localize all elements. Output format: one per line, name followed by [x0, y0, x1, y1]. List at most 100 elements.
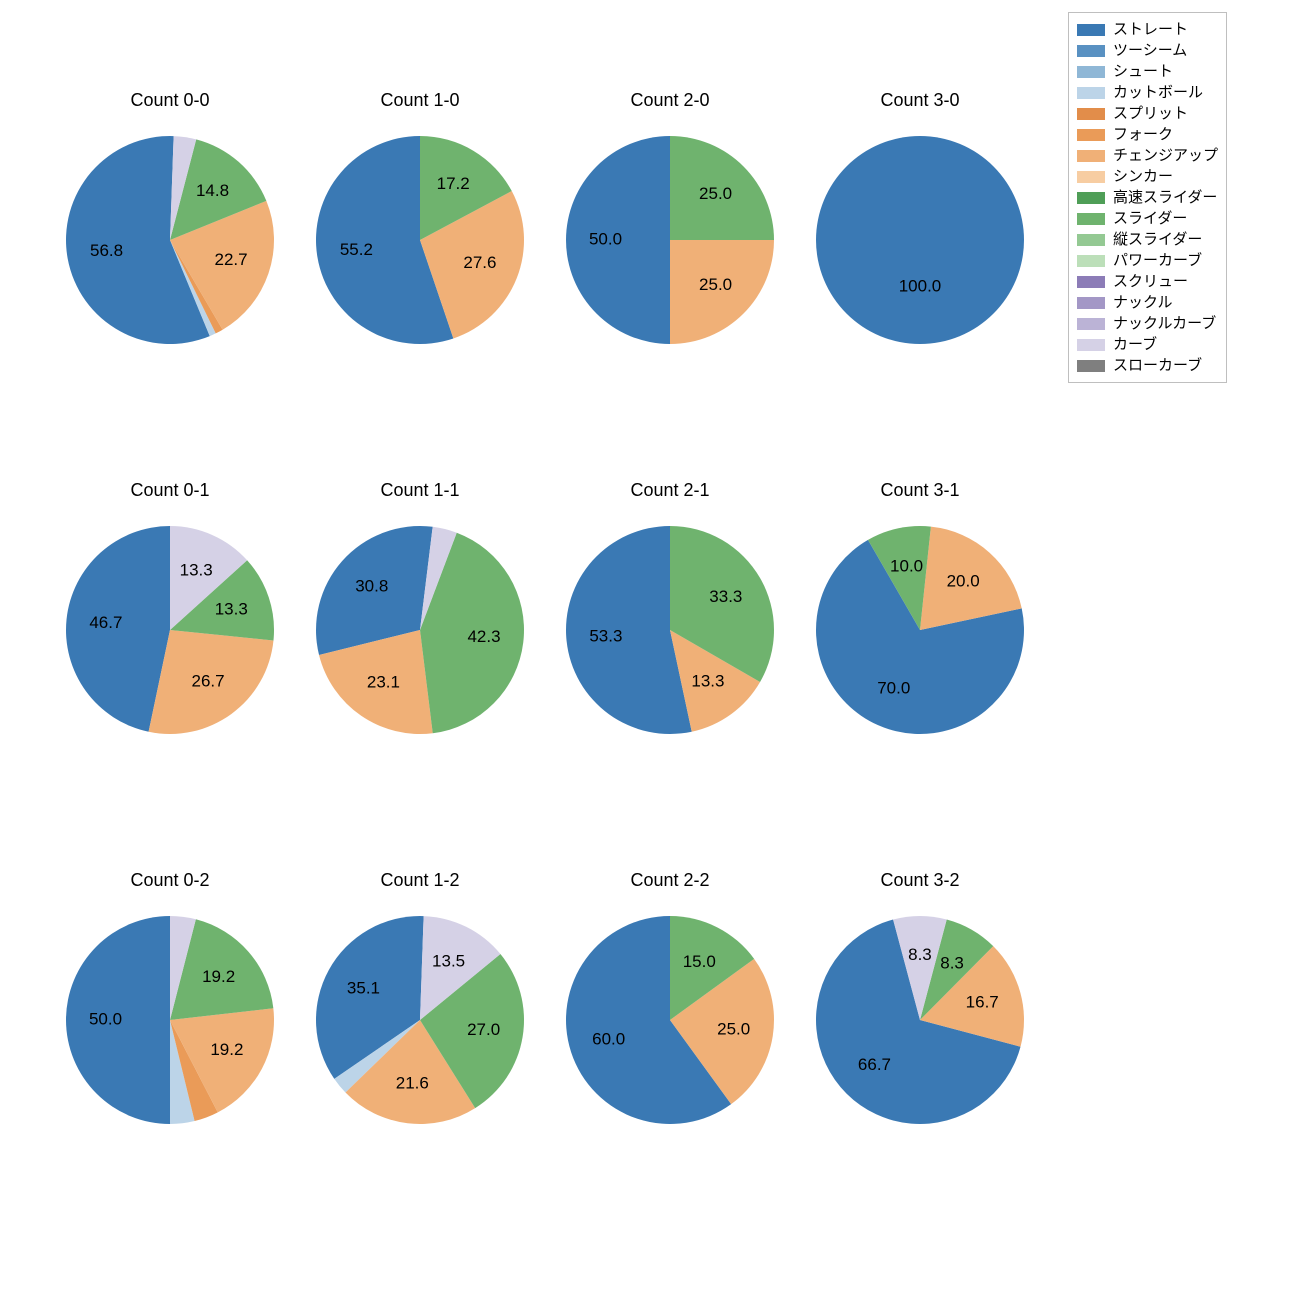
legend-item: スライダー: [1077, 208, 1218, 229]
legend-label: シンカー: [1113, 166, 1173, 187]
pie-title: Count 3-0: [880, 90, 959, 111]
legend-swatch: [1077, 171, 1105, 183]
legend-label: パワーカーブ: [1113, 250, 1202, 271]
slice-label: 23.1: [367, 673, 400, 692]
pie-title: Count 2-1: [630, 480, 709, 501]
slice-label: 26.7: [192, 672, 225, 691]
slice-label: 60.0: [592, 1029, 625, 1048]
slice-label: 27.6: [463, 253, 496, 272]
pie-title: Count 1-1: [380, 480, 459, 501]
legend-swatch: [1077, 87, 1105, 99]
slice-label: 20.0: [947, 572, 980, 591]
legend-item: カーブ: [1077, 334, 1218, 355]
legend-swatch: [1077, 150, 1105, 162]
legend-item: フォーク: [1077, 124, 1218, 145]
pie-chart: 53.3 13.3 33.3: [546, 506, 794, 754]
legend-swatch: [1077, 297, 1105, 309]
legend-swatch: [1077, 360, 1105, 372]
pie-title: Count 3-1: [880, 480, 959, 501]
legend-item: ツーシーム: [1077, 40, 1218, 61]
legend-label: 高速スライダー: [1113, 187, 1217, 208]
legend-item: スクリュー: [1077, 271, 1218, 292]
slice-label: 19.2: [210, 1040, 243, 1059]
pie-chart: 60.025.015.0: [546, 896, 794, 1144]
slice-label: 35.1: [347, 978, 380, 997]
slice-label: 66.7: [858, 1055, 891, 1074]
slice-label: 13.3: [691, 672, 724, 691]
legend-item: チェンジアップ: [1077, 145, 1218, 166]
legend-item: シュート: [1077, 61, 1218, 82]
legend-swatch: [1077, 45, 1105, 57]
pie-chart: 50.0 25.0 25.0: [546, 116, 794, 364]
pie-title: Count 2-2: [630, 870, 709, 891]
slice-label: 42.3: [467, 627, 500, 646]
legend-label: スクリュー: [1113, 271, 1188, 292]
legend-item: 縦スライダー: [1077, 229, 1218, 250]
legend-label: カットボール: [1113, 82, 1203, 103]
legend-swatch: [1077, 66, 1105, 78]
slice-label: 14.8: [196, 181, 229, 200]
legend-label: 縦スライダー: [1113, 229, 1202, 250]
slice-label: 25.0: [699, 275, 732, 294]
legend-label: フォーク: [1113, 124, 1173, 145]
slice-label: 56.8: [90, 241, 123, 260]
legend-swatch: [1077, 192, 1105, 204]
pie-chart: 56.8 22.7 14.8: [46, 116, 294, 364]
legend-swatch: [1077, 234, 1105, 246]
pie-slice: [816, 136, 1024, 344]
slice-label: 30.8: [355, 577, 388, 596]
slice-label: 13.5: [432, 952, 465, 971]
legend-swatch: [1077, 129, 1105, 141]
pie-title: Count 1-0: [380, 90, 459, 111]
legend-swatch: [1077, 318, 1105, 330]
legend-swatch: [1077, 276, 1105, 288]
pie-chart: 30.8 23.1 42.3: [296, 506, 544, 754]
legend-item: ストレート: [1077, 19, 1218, 40]
legend-label: ナックルカーブ: [1113, 313, 1216, 334]
pie-title: Count 3-2: [880, 870, 959, 891]
legend-label: ナックル: [1113, 292, 1173, 313]
slice-label: 22.7: [215, 250, 248, 269]
pie-chart: 50.019.219.2: [46, 896, 294, 1144]
slice-label: 100.0: [899, 276, 942, 295]
pie-title: Count 0-1: [130, 480, 209, 501]
legend-item: ナックル: [1077, 292, 1218, 313]
slice-label: 8.3: [940, 954, 964, 973]
pie-chart: 100.0: [796, 116, 1044, 364]
pie-chart: 46.7 26.7 13.313.3: [46, 506, 294, 754]
slice-label: 13.3: [215, 599, 248, 618]
legend-label: ツーシーム: [1113, 40, 1187, 61]
legend: ストレートツーシームシュートカットボールスプリットフォークチェンジアップシンカー…: [1068, 12, 1227, 383]
pie-chart: 35.121.627.013.5: [296, 896, 544, 1144]
legend-swatch: [1077, 255, 1105, 267]
pie-chart: 66.7 16.7 8.3 8.3: [796, 896, 1044, 1144]
legend-item: ナックルカーブ: [1077, 313, 1218, 334]
slice-label: 25.0: [699, 184, 732, 203]
legend-item: シンカー: [1077, 166, 1218, 187]
slice-label: 13.3: [180, 561, 213, 580]
legend-swatch: [1077, 339, 1105, 351]
pie-chart: 55.227.617.2: [296, 116, 544, 364]
pie-title: Count 0-0: [130, 90, 209, 111]
slice-label: 16.7: [966, 993, 999, 1012]
slice-label: 46.7: [89, 613, 122, 632]
legend-label: スプリット: [1113, 103, 1188, 124]
slice-label: 33.3: [709, 587, 742, 606]
legend-label: チェンジアップ: [1113, 145, 1218, 166]
slice-label: 53.3: [589, 626, 622, 645]
legend-item: 高速スライダー: [1077, 187, 1218, 208]
slice-label: 70.0: [877, 678, 910, 697]
legend-label: カーブ: [1113, 334, 1157, 355]
legend-label: ストレート: [1113, 19, 1188, 40]
legend-label: シュート: [1113, 61, 1173, 82]
legend-label: スライダー: [1113, 208, 1187, 229]
slice-label: 50.0: [589, 229, 622, 248]
slice-label: 8.3: [908, 945, 932, 964]
slice-label: 10.0: [890, 556, 923, 575]
legend-swatch: [1077, 213, 1105, 225]
legend-item: パワーカーブ: [1077, 250, 1218, 271]
legend-swatch: [1077, 24, 1105, 36]
pie-title: Count 1-2: [380, 870, 459, 891]
slice-label: 19.2: [202, 967, 235, 986]
legend-swatch: [1077, 108, 1105, 120]
